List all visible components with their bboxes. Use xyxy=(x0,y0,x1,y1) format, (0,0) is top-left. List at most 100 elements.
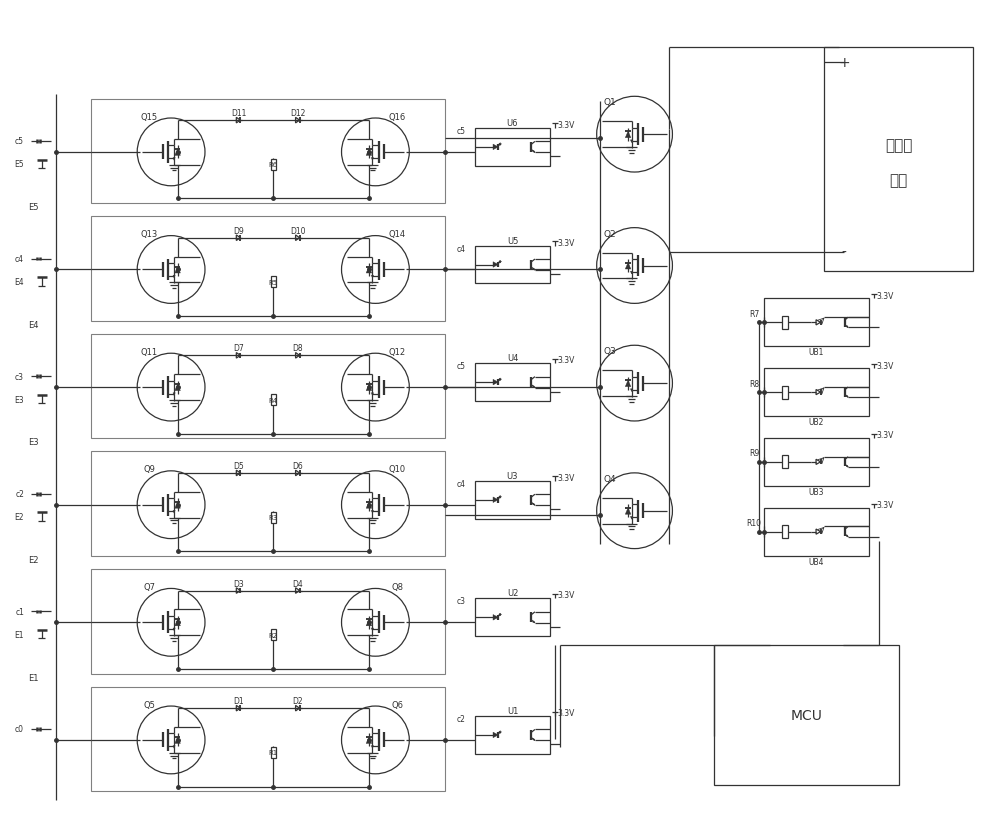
Bar xyxy=(91,686,445,791)
Text: 3.3V: 3.3V xyxy=(876,292,893,301)
Polygon shape xyxy=(625,508,631,515)
Text: R4: R4 xyxy=(269,397,278,403)
Polygon shape xyxy=(366,619,372,626)
Polygon shape xyxy=(499,496,500,498)
Bar xyxy=(714,645,899,785)
Text: R3: R3 xyxy=(269,514,278,521)
Bar xyxy=(91,334,445,439)
Polygon shape xyxy=(533,621,535,623)
Polygon shape xyxy=(533,268,535,271)
Polygon shape xyxy=(533,738,535,741)
Polygon shape xyxy=(371,511,374,513)
Polygon shape xyxy=(173,276,175,278)
Text: D5: D5 xyxy=(233,461,244,471)
Polygon shape xyxy=(630,140,633,144)
Polygon shape xyxy=(625,380,631,387)
Polygon shape xyxy=(175,385,180,391)
Text: D4: D4 xyxy=(292,579,303,588)
Text: c4: c4 xyxy=(457,479,466,488)
Bar xyxy=(91,217,445,321)
Bar xyxy=(764,369,869,416)
Polygon shape xyxy=(493,380,498,385)
Bar xyxy=(271,630,276,640)
Text: c4: c4 xyxy=(15,255,24,263)
Text: 3.3V: 3.3V xyxy=(557,121,574,130)
Text: R1: R1 xyxy=(269,750,278,756)
Bar xyxy=(475,364,550,401)
Polygon shape xyxy=(499,614,500,615)
Text: c3: c3 xyxy=(457,597,466,605)
Text: R7: R7 xyxy=(749,309,759,319)
Text: E4: E4 xyxy=(28,320,39,329)
Text: E2: E2 xyxy=(28,555,39,564)
Text: c5: c5 xyxy=(457,127,466,135)
Bar xyxy=(782,317,788,329)
Text: Q11: Q11 xyxy=(141,347,158,356)
Bar xyxy=(91,451,445,556)
Text: Q16: Q16 xyxy=(389,112,406,121)
Text: R8: R8 xyxy=(749,380,759,388)
Text: Q9: Q9 xyxy=(143,465,155,474)
Bar xyxy=(271,512,276,523)
Text: UB2: UB2 xyxy=(809,417,824,426)
Polygon shape xyxy=(371,158,374,161)
Text: c4: c4 xyxy=(457,244,466,253)
Text: 3.3V: 3.3V xyxy=(557,708,574,717)
Polygon shape xyxy=(499,497,501,498)
Text: 3.3V: 3.3V xyxy=(876,431,893,440)
Text: Q15: Q15 xyxy=(141,112,158,121)
Text: U6: U6 xyxy=(507,119,518,128)
Polygon shape xyxy=(533,503,535,506)
Bar xyxy=(764,438,869,487)
Text: 3.3V: 3.3V xyxy=(876,361,893,370)
Polygon shape xyxy=(493,145,498,150)
Polygon shape xyxy=(175,502,180,508)
Text: E2: E2 xyxy=(14,512,24,522)
Bar xyxy=(764,299,869,347)
Bar xyxy=(475,482,550,519)
Polygon shape xyxy=(366,737,372,743)
Bar xyxy=(782,456,788,469)
Text: D8: D8 xyxy=(292,344,303,353)
Text: Q14: Q14 xyxy=(389,230,406,239)
Polygon shape xyxy=(499,732,501,733)
Text: Q2: Q2 xyxy=(603,230,616,238)
Polygon shape xyxy=(371,628,374,631)
Polygon shape xyxy=(493,732,498,738)
Text: 模块: 模块 xyxy=(890,172,908,187)
Text: UB1: UB1 xyxy=(809,348,824,357)
Text: U4: U4 xyxy=(507,354,518,363)
Text: R2: R2 xyxy=(269,632,278,638)
Text: E5: E5 xyxy=(14,161,24,169)
Polygon shape xyxy=(371,393,374,396)
Text: D10: D10 xyxy=(290,227,306,236)
Text: Q13: Q13 xyxy=(141,230,158,239)
Polygon shape xyxy=(371,746,374,748)
Polygon shape xyxy=(173,158,175,161)
Polygon shape xyxy=(499,144,500,145)
Text: Q7: Q7 xyxy=(143,582,155,591)
Text: 3.3V: 3.3V xyxy=(876,501,893,510)
Bar xyxy=(475,247,550,284)
Bar xyxy=(271,160,276,171)
Text: U3: U3 xyxy=(507,472,518,480)
Polygon shape xyxy=(499,379,500,380)
Text: -: - xyxy=(841,245,846,259)
Text: Q10: Q10 xyxy=(389,465,406,474)
Text: E5: E5 xyxy=(28,203,39,212)
Bar xyxy=(91,99,445,204)
Polygon shape xyxy=(366,268,372,273)
Text: D2: D2 xyxy=(292,696,303,706)
Text: E4: E4 xyxy=(14,278,24,287)
Polygon shape xyxy=(630,390,633,392)
Polygon shape xyxy=(499,261,500,263)
Text: UB3: UB3 xyxy=(809,487,824,496)
Polygon shape xyxy=(493,614,498,620)
Polygon shape xyxy=(846,535,848,538)
Bar xyxy=(475,716,550,754)
Polygon shape xyxy=(630,272,633,275)
Text: E3: E3 xyxy=(28,438,39,447)
Text: D3: D3 xyxy=(233,579,244,588)
Text: D11: D11 xyxy=(231,109,246,118)
Text: c5: c5 xyxy=(457,362,466,370)
